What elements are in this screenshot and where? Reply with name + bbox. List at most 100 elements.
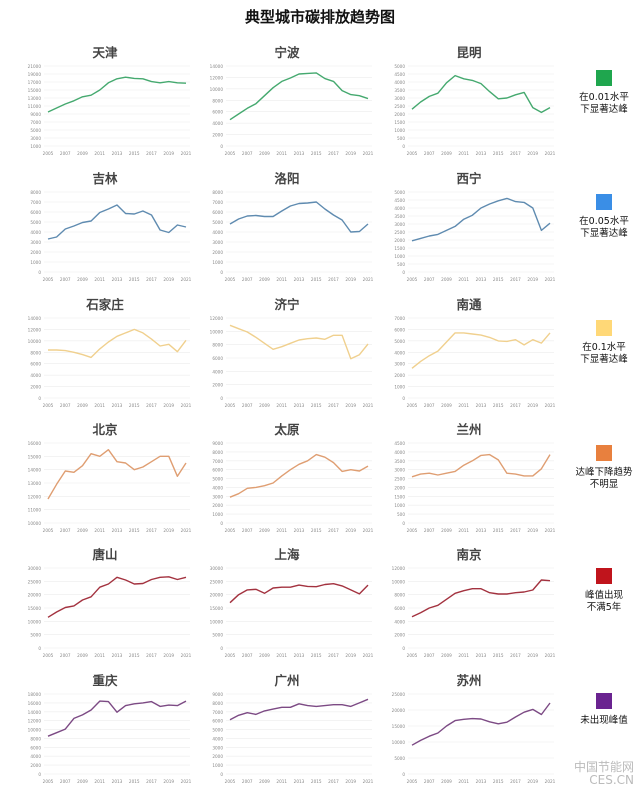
y-tick-label: 10000	[28, 339, 42, 344]
y-tick-label: 8000	[212, 98, 223, 103]
line-chart: 0 2000 4000 6000 8000 10000 12000 14000 2005 2007…	[210, 64, 374, 156]
y-tick-label: 2000	[30, 763, 41, 768]
x-tick-label: 2013	[476, 151, 487, 156]
series-line	[411, 74, 551, 114]
x-tick-label: 2021	[363, 653, 374, 658]
x-tick-label: 2009	[77, 277, 88, 282]
line-chart: 0 1000 2000 3000 4000 5000 6000 7000 8000 9000 200…	[212, 692, 373, 784]
x-tick-label: 2011	[94, 151, 105, 156]
y-tick-label: 4000	[30, 230, 41, 235]
x-tick-label: 2011	[276, 403, 287, 408]
y-tick-label: 10000	[210, 87, 224, 92]
y-tick-label: 5000	[212, 220, 223, 225]
x-tick-label: 2015	[493, 528, 504, 533]
city-chart: 广州 0 1000 2000 3000 4000 5000 6000 7000 8000 9000 2…	[196, 666, 378, 791]
x-tick-label: 2021	[545, 653, 556, 658]
y-tick-label: 4000	[30, 373, 41, 378]
y-tick-label: 11000	[28, 104, 42, 109]
x-tick-label: 2021	[545, 277, 556, 282]
x-tick-label: 2021	[545, 779, 556, 784]
x-tick-label: 2021	[181, 528, 192, 533]
chart-title: 太原	[274, 422, 300, 437]
x-tick-label: 2011	[276, 528, 287, 533]
x-tick-label: 2019	[163, 653, 174, 658]
y-tick-label: 0	[402, 270, 405, 275]
x-tick-label: 2007	[242, 151, 253, 156]
x-tick-label: 2017	[146, 403, 157, 408]
y-tick-label: 5000	[394, 339, 405, 344]
chart-title: 广州	[274, 673, 300, 688]
x-tick-label: 2011	[94, 653, 105, 658]
x-tick-label: 2007	[242, 277, 253, 282]
x-tick-label: 2017	[328, 403, 339, 408]
y-tick-label: 11000	[28, 508, 42, 513]
x-tick-label: 2017	[328, 653, 339, 658]
y-tick-label: 1000	[394, 254, 405, 259]
y-tick-label: 2000	[212, 503, 223, 508]
x-tick-label: 2019	[345, 528, 356, 533]
y-tick-label: 3000	[212, 745, 223, 750]
y-tick-label: 18000	[28, 692, 42, 697]
y-tick-label: 1500	[394, 494, 405, 499]
x-tick-label: 2005	[43, 779, 54, 784]
legend-swatch	[596, 693, 612, 709]
y-tick-label: 3000	[394, 468, 405, 473]
y-tick-label: 3500	[394, 214, 405, 219]
y-tick-label: 14000	[210, 64, 224, 69]
y-tick-label: 2000	[394, 485, 405, 490]
series-line	[411, 197, 551, 242]
x-tick-label: 2019	[527, 653, 538, 658]
x-tick-label: 2011	[458, 528, 469, 533]
legend-label: 在0.01水平 下显著达峰	[579, 92, 629, 115]
x-tick-label: 2015	[493, 653, 504, 658]
x-tick-label: 2015	[311, 779, 322, 784]
y-tick-label: 2000	[212, 250, 223, 255]
line-chart: 0 2000 4000 6000 8000 10000 12000 14000 2005 2007…	[28, 316, 192, 408]
y-tick-label: 10000	[28, 728, 42, 733]
y-tick-label: 5000	[30, 633, 41, 638]
x-tick-label: 2019	[527, 151, 538, 156]
x-tick-label: 2009	[441, 528, 452, 533]
series-line	[47, 700, 187, 737]
x-tick-label: 2005	[43, 653, 54, 658]
y-tick-label: 14000	[28, 710, 42, 715]
chart-title: 上海	[274, 547, 300, 562]
chart-title: 济宁	[274, 297, 300, 312]
y-tick-label: 4500	[394, 72, 405, 77]
page-title: 典型城市碳排放趋势图	[244, 8, 395, 26]
y-tick-label: 5000	[30, 128, 41, 133]
line-chart: 0 1000 2000 3000 4000 5000 6000 7000 8000 2005 200…	[30, 190, 191, 282]
x-tick-label: 2019	[345, 779, 356, 784]
legend-item: 在0.01水平 下显著达峰	[572, 70, 636, 116]
y-tick-label: 6000	[394, 606, 405, 611]
line-chart: 0 1000 2000 3000 4000 5000 6000 7000 8000 2005 200…	[212, 190, 373, 282]
x-tick-label: 2015	[129, 653, 140, 658]
chart-title: 洛阳	[274, 171, 300, 186]
y-tick-label: 1000	[30, 260, 41, 265]
y-tick-label: 500	[397, 512, 405, 517]
series-line	[411, 332, 551, 369]
x-tick-label: 2017	[510, 528, 521, 533]
x-tick-label: 2013	[476, 403, 487, 408]
x-tick-label: 2005	[407, 403, 418, 408]
y-tick-label: 15000	[28, 88, 42, 93]
y-tick-label: 2000	[394, 633, 405, 638]
y-tick-label: 16000	[28, 441, 42, 446]
y-tick-label: 2500	[394, 104, 405, 109]
y-tick-label: 4000	[394, 450, 405, 455]
y-tick-label: 0	[220, 396, 223, 401]
x-tick-label: 2013	[294, 403, 305, 408]
y-tick-label: 8000	[212, 190, 223, 195]
city-chart: 西宁 0 500 1000 1500 2000 2500 3000 3500 4000 4500 50…	[378, 164, 560, 289]
legend-swatch	[596, 70, 612, 86]
y-tick-label: 4000	[394, 619, 405, 624]
line-chart: 0 500 1000 1500 2000 2500 3000 3500 4000 4500 5000…	[394, 190, 556, 282]
y-tick-label: 25000	[210, 579, 224, 584]
x-tick-label: 2013	[294, 528, 305, 533]
x-tick-label: 2015	[129, 528, 140, 533]
x-tick-label: 2015	[493, 151, 504, 156]
x-tick-label: 2017	[510, 779, 521, 784]
y-tick-label: 3500	[394, 459, 405, 464]
legend-label: 在0.1水平 下显著达峰	[580, 342, 628, 365]
y-tick-label: 4000	[212, 230, 223, 235]
